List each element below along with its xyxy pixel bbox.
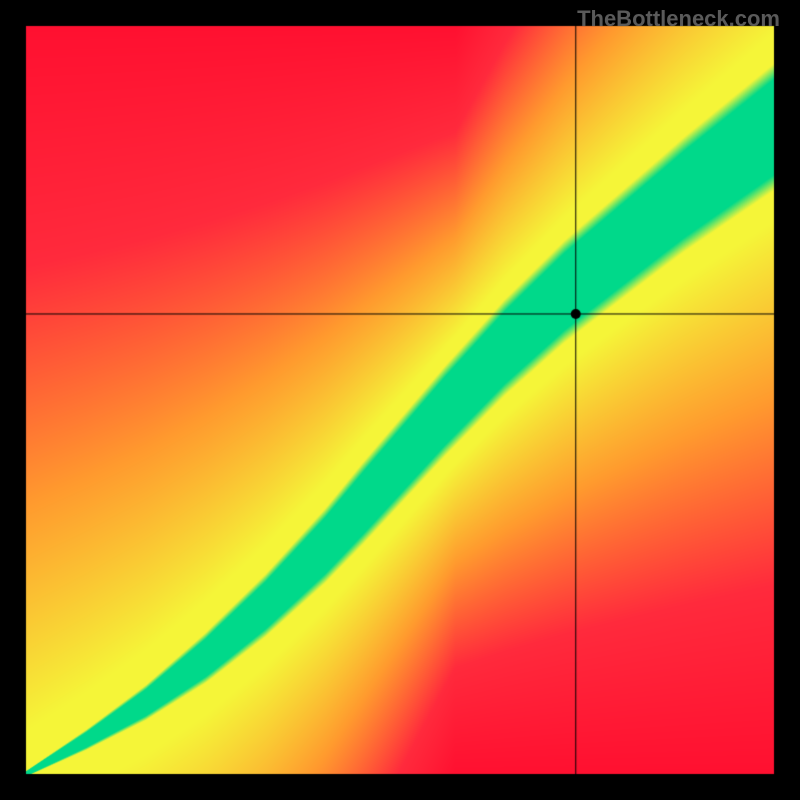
heatmap-chart: [0, 0, 800, 800]
watermark-text: TheBottleneck.com: [577, 6, 780, 32]
heatmap-canvas: [0, 0, 800, 800]
chart-container: TheBottleneck.com: [0, 0, 800, 800]
